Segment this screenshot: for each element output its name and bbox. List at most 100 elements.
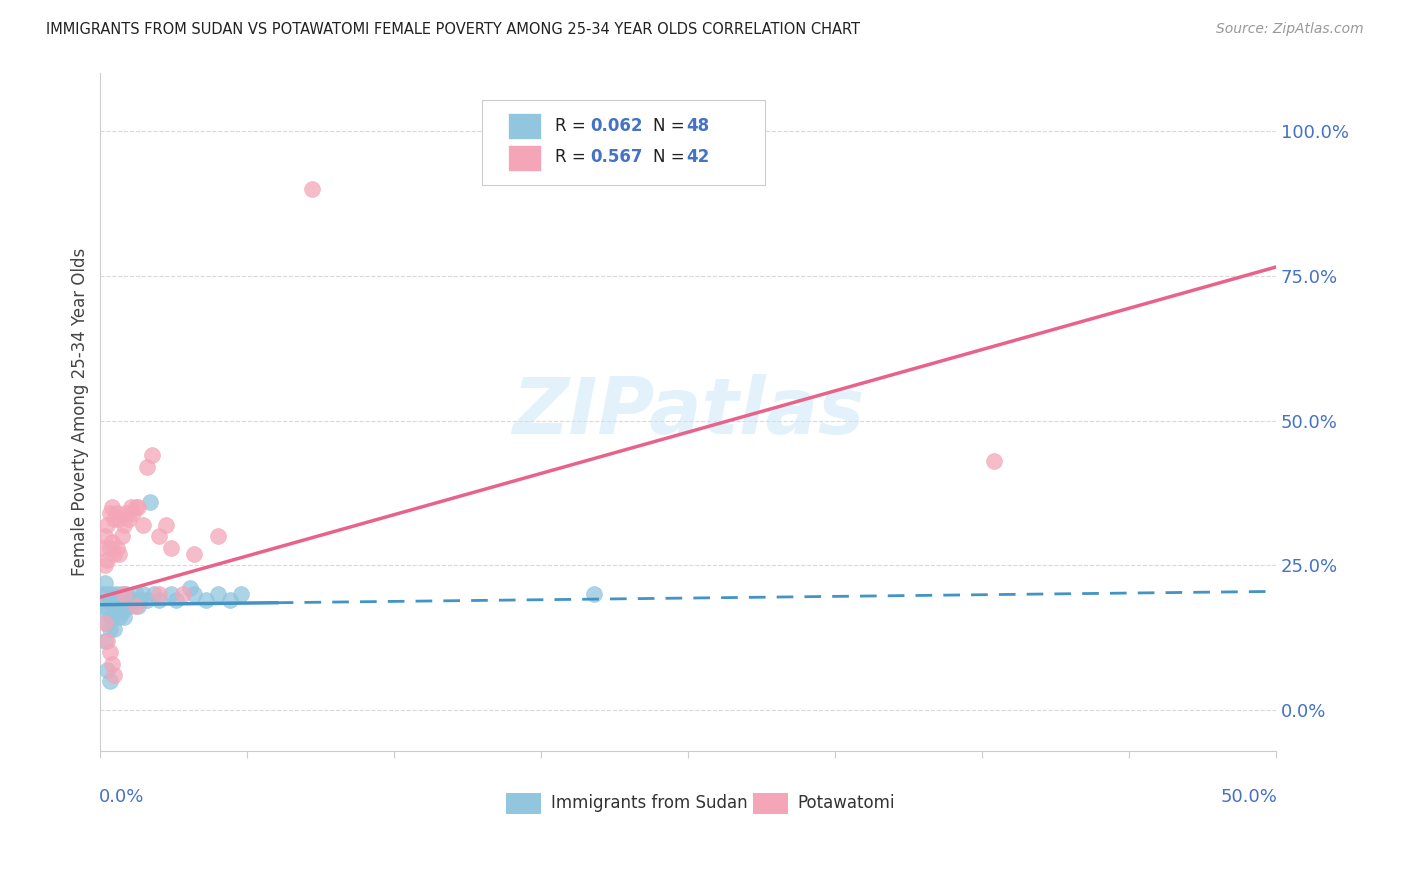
- Point: [141, 448, 163, 462]
- Text: 0.062: 0.062: [591, 117, 643, 135]
- Point: [103, 593, 125, 607]
- Point: [103, 622, 125, 636]
- Text: IMMIGRANTS FROM SUDAN VS POTAWATOMI FEMALE POVERTY AMONG 25-34 YEAR OLDS CORRELA: IMMIGRANTS FROM SUDAN VS POTAWATOMI FEMA…: [46, 22, 860, 37]
- Point: [195, 593, 218, 607]
- Point: [94, 575, 117, 590]
- Point: [101, 500, 124, 515]
- Point: [179, 582, 201, 596]
- Point: [96, 633, 118, 648]
- Point: [101, 599, 124, 613]
- Point: [108, 593, 131, 607]
- Text: 48: 48: [686, 117, 709, 135]
- Point: [148, 593, 170, 607]
- Point: [103, 668, 125, 682]
- Point: [91, 587, 114, 601]
- Point: [231, 587, 253, 601]
- Point: [101, 610, 124, 624]
- Point: [108, 547, 131, 561]
- Point: [143, 587, 166, 601]
- Text: N =: N =: [652, 117, 690, 135]
- Point: [98, 645, 121, 659]
- Point: [108, 512, 131, 526]
- Y-axis label: Female Poverty Among 25-34 Year Olds: Female Poverty Among 25-34 Year Olds: [72, 248, 89, 576]
- Point: [165, 593, 187, 607]
- Text: 42: 42: [686, 148, 709, 166]
- Point: [96, 517, 118, 532]
- Point: [103, 547, 125, 561]
- Point: [207, 529, 229, 543]
- Point: [120, 599, 142, 613]
- Point: [136, 593, 159, 607]
- Point: [103, 605, 125, 619]
- Bar: [506, 793, 541, 814]
- Point: [101, 587, 124, 601]
- Point: [105, 506, 128, 520]
- Point: [94, 529, 117, 543]
- Point: [98, 593, 121, 607]
- Point: [112, 610, 135, 624]
- Point: [160, 541, 183, 555]
- Point: [183, 547, 205, 561]
- Point: [207, 587, 229, 601]
- Point: [98, 541, 121, 555]
- Point: [98, 610, 121, 624]
- Point: [148, 529, 170, 543]
- Point: [127, 599, 149, 613]
- Text: R =: R =: [555, 148, 592, 166]
- Point: [110, 529, 132, 543]
- Text: ZIPatlas: ZIPatlas: [512, 374, 865, 450]
- Point: [112, 517, 135, 532]
- Text: Source: ZipAtlas.com: Source: ZipAtlas.com: [1216, 22, 1364, 37]
- Point: [101, 535, 124, 549]
- Point: [105, 541, 128, 555]
- Point: [218, 593, 240, 607]
- Bar: [509, 145, 541, 170]
- Point: [103, 512, 125, 526]
- Point: [983, 454, 1005, 468]
- Text: 0.567: 0.567: [591, 148, 643, 166]
- Point: [115, 599, 138, 613]
- Point: [96, 616, 118, 631]
- Point: [124, 500, 146, 515]
- Point: [172, 587, 194, 601]
- Point: [98, 506, 121, 520]
- Point: [583, 587, 606, 601]
- Point: [122, 593, 145, 607]
- Point: [129, 593, 152, 607]
- Point: [112, 587, 135, 601]
- Point: [96, 552, 118, 566]
- Text: Potawatomi: Potawatomi: [797, 794, 896, 812]
- Point: [98, 674, 121, 689]
- Text: 50.0%: 50.0%: [1220, 788, 1277, 806]
- Point: [148, 587, 170, 601]
- Point: [136, 459, 159, 474]
- Point: [131, 587, 153, 601]
- Bar: [509, 113, 541, 139]
- Bar: [752, 793, 789, 814]
- Point: [110, 605, 132, 619]
- Point: [112, 593, 135, 607]
- Point: [91, 541, 114, 555]
- Text: Immigrants from Sudan: Immigrants from Sudan: [551, 794, 747, 812]
- Text: R =: R =: [555, 117, 592, 135]
- Point: [138, 494, 160, 508]
- Point: [117, 593, 139, 607]
- Point: [98, 622, 121, 636]
- Point: [94, 558, 117, 573]
- Point: [110, 587, 132, 601]
- Point: [122, 506, 145, 520]
- Point: [124, 587, 146, 601]
- Point: [155, 517, 177, 532]
- Point: [160, 587, 183, 601]
- Text: 0.0%: 0.0%: [100, 788, 145, 806]
- Point: [183, 587, 205, 601]
- Point: [94, 599, 117, 613]
- Point: [105, 605, 128, 619]
- Point: [301, 182, 323, 196]
- Point: [124, 599, 146, 613]
- Point: [115, 506, 138, 520]
- Text: N =: N =: [652, 148, 690, 166]
- Point: [94, 633, 117, 648]
- Point: [120, 500, 142, 515]
- Point: [115, 587, 138, 601]
